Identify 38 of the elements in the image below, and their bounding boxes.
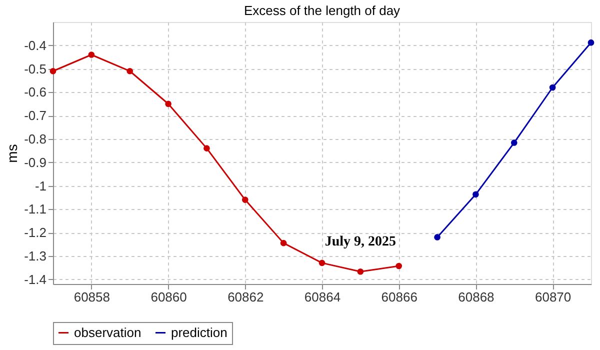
chart-title: Excess of the length of day xyxy=(244,3,401,18)
x-tick-label: 60860 xyxy=(150,290,187,304)
point xyxy=(280,240,287,246)
point xyxy=(165,100,172,108)
point xyxy=(242,196,248,203)
x-tick-label: 60858 xyxy=(74,290,110,304)
y-tick-label: -1 xyxy=(34,178,46,194)
point xyxy=(588,39,594,46)
point xyxy=(434,234,440,240)
x-tick-label: 60870 xyxy=(534,290,572,304)
point xyxy=(549,84,556,91)
y-tick-label: -0.5 xyxy=(24,61,46,76)
point xyxy=(318,260,326,266)
point xyxy=(204,145,210,152)
x-tick-label: 60868 xyxy=(458,290,494,304)
y-tick-label: -1.4 xyxy=(24,272,46,287)
y-axis-title: ms xyxy=(4,144,20,163)
y-tick-label: -1.2 xyxy=(24,225,46,240)
point xyxy=(510,140,518,146)
y-tick-label: -1.1 xyxy=(24,202,46,217)
y-tick-label: -0.8 xyxy=(24,131,46,146)
y-tick-label: -1.3 xyxy=(24,248,46,264)
x-tick-label: 60866 xyxy=(381,290,418,304)
point xyxy=(88,52,95,58)
point xyxy=(126,68,134,74)
y-tick-label: -0.7 xyxy=(24,108,46,124)
legend-label: prediction xyxy=(171,324,228,340)
legend-label: observation xyxy=(74,324,142,340)
point xyxy=(357,268,364,275)
x-tick-label: 60864 xyxy=(304,290,341,304)
point xyxy=(50,68,56,74)
annotation: July 9, 2025 xyxy=(324,234,396,250)
y-tick-label: -0.6 xyxy=(24,84,46,100)
x-tick-label: 60862 xyxy=(228,290,264,304)
y-tick-label: -0.9 xyxy=(24,154,46,170)
point xyxy=(472,191,479,198)
y-tick-label: -0.4 xyxy=(24,38,46,53)
point xyxy=(396,262,402,270)
